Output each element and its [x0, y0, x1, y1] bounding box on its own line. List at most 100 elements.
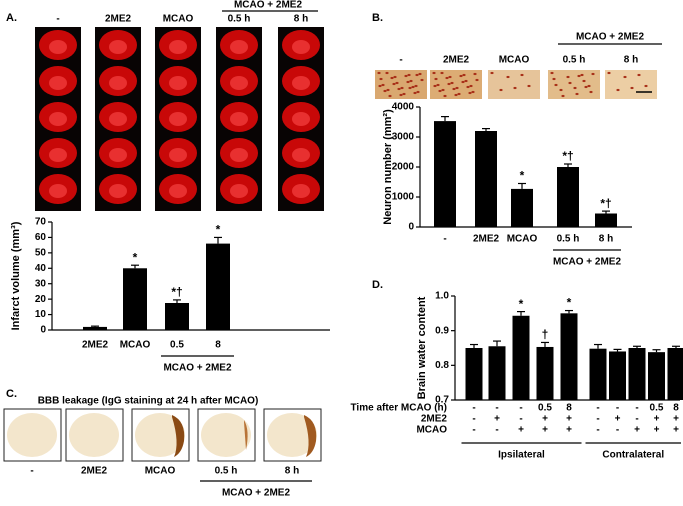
- brain-slice-detail: [169, 112, 187, 126]
- neuron: [637, 73, 641, 77]
- brain-slice-detail: [49, 40, 67, 54]
- neuron: [559, 88, 563, 92]
- bar: [589, 348, 607, 400]
- image-label: -: [30, 466, 33, 477]
- brain-slice-detail: [109, 112, 127, 126]
- neuron: [466, 85, 470, 89]
- annotation: *: [567, 296, 572, 310]
- bar: [434, 121, 456, 227]
- neuron: [408, 86, 412, 90]
- brain-slice-detail: [292, 76, 310, 90]
- condition-cell: -: [519, 403, 522, 414]
- x-tick-label: 8 h: [599, 234, 613, 245]
- brain-section: [69, 413, 119, 457]
- neuron: [402, 92, 406, 96]
- neuron: [475, 78, 479, 82]
- condition-cell: -: [596, 425, 599, 436]
- neuron: [561, 94, 565, 98]
- group-label: Ipsilateral: [498, 450, 545, 461]
- bar: [465, 348, 483, 400]
- bar: [557, 167, 579, 227]
- neuron: [616, 88, 620, 92]
- brain-slice-detail: [109, 184, 127, 198]
- image-header: MCAO: [163, 14, 194, 25]
- neuron: [520, 73, 524, 77]
- neuron: [406, 80, 410, 84]
- y-tick-label: 1000: [392, 192, 415, 203]
- neuron: [413, 91, 417, 95]
- x-tick-label: -: [443, 234, 446, 245]
- brain-slice-detail: [49, 184, 67, 198]
- neuron: [395, 81, 399, 85]
- neuron: [461, 80, 465, 84]
- neuron: [438, 89, 442, 93]
- neuron: [459, 74, 463, 78]
- neuron: [527, 84, 531, 88]
- y-axis-label: Brain water content: [416, 296, 428, 399]
- condition-cell: -: [635, 403, 638, 414]
- condition-cell: +: [673, 425, 679, 436]
- y-tick-label: 40: [35, 263, 47, 274]
- neuron: [433, 84, 437, 88]
- neuron: [582, 79, 586, 83]
- neuron: [432, 71, 436, 75]
- neuron: [450, 81, 454, 85]
- condition-cell: -: [495, 403, 498, 414]
- neuron: [454, 93, 458, 97]
- annotation: *: [519, 297, 524, 311]
- annotation: *†: [171, 285, 182, 299]
- y-tick-label: 0.9: [435, 325, 449, 336]
- y-tick-label: 20: [35, 294, 47, 305]
- bar: [595, 213, 617, 227]
- y-tick-label: 1.0: [435, 291, 449, 302]
- bar: [123, 268, 147, 330]
- condition-cell: +: [542, 414, 548, 425]
- neuron: [416, 90, 420, 94]
- brain-slice-detail: [49, 112, 67, 126]
- neuron: [584, 85, 588, 89]
- brain-slice-detail: [109, 148, 127, 162]
- neuron: [390, 76, 394, 80]
- neuron: [490, 71, 494, 75]
- x-tick-label: 0.5: [170, 340, 184, 351]
- tissue-image: [488, 70, 540, 99]
- panel-label: C.: [6, 388, 17, 400]
- x-tick-label: 8: [215, 340, 221, 351]
- neuron: [623, 75, 627, 79]
- condition-cell: -: [472, 403, 475, 414]
- condition-cell: -: [495, 425, 498, 436]
- neuron: [469, 84, 473, 88]
- neuron: [580, 73, 584, 77]
- neuron: [575, 92, 579, 96]
- y-tick-label: 4000: [392, 102, 415, 113]
- neuron: [587, 84, 591, 88]
- condition-cell: 0.5: [650, 403, 664, 414]
- bar: [165, 303, 189, 330]
- condition-cell: +: [634, 425, 640, 436]
- y-tick-label: 0.7: [435, 395, 449, 406]
- neuron: [379, 77, 383, 81]
- neuron: [443, 94, 447, 98]
- annotation: *: [133, 250, 138, 264]
- neuron: [400, 86, 404, 90]
- y-tick-label: 3000: [392, 132, 415, 143]
- condition-cell: +: [654, 425, 660, 436]
- condition-cell: +: [518, 425, 524, 436]
- brain-slice-detail: [49, 148, 67, 162]
- neuron: [386, 88, 390, 92]
- image-label: 0.5 h: [215, 466, 238, 477]
- condition-cell: 8: [566, 403, 572, 414]
- condition-cell: +: [542, 425, 548, 436]
- neuron: [440, 71, 444, 75]
- y-tick-label: 70: [35, 217, 47, 228]
- neuron: [404, 74, 408, 78]
- brain-slice-detail: [169, 184, 187, 198]
- neuron: [457, 92, 461, 96]
- neuron: [464, 79, 468, 83]
- brain-slice-detail: [292, 40, 310, 54]
- neuron: [591, 72, 595, 76]
- neuron: [447, 82, 451, 86]
- neuron: [471, 90, 475, 94]
- neuron: [473, 72, 477, 76]
